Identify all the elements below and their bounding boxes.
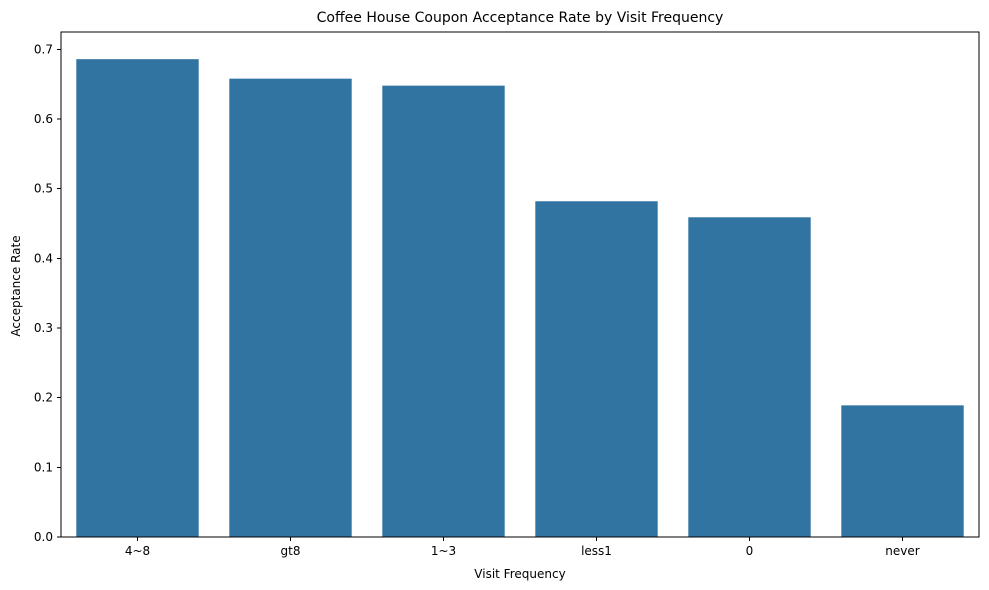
y-tick-label-1: 0.1 [34, 460, 53, 474]
x-tick-label-3: less1 [581, 544, 612, 558]
x-axis-label: Visit Frequency [474, 567, 565, 581]
bar-0 [76, 59, 199, 538]
axes-spines [60, 31, 980, 538]
bar-1 [229, 78, 352, 538]
y-tick-label-7: 0.7 [34, 42, 53, 56]
bar-3 [535, 201, 658, 537]
y-axis: 0.0 0.1 0.2 0.3 0.4 0.5 0.6 0.7 [34, 42, 61, 544]
bar-4 [688, 217, 811, 537]
x-tick-label-4: 0 [746, 544, 754, 558]
axes-frame [60, 31, 980, 538]
y-tick-label-3: 0.3 [34, 321, 53, 335]
chart-title: Coffee House Coupon Acceptance Rate by V… [317, 10, 724, 26]
bars-group [76, 59, 964, 538]
y-tick-label-2: 0.2 [34, 391, 53, 405]
bar-2 [382, 85, 505, 537]
x-axis: 4~8 gt8 1~3 less1 0 never [125, 537, 920, 558]
y-tick-label-5: 0.5 [34, 182, 53, 196]
y-tick-label-6: 0.6 [34, 112, 53, 126]
y-tick-label-0: 0.0 [34, 530, 53, 544]
x-tick-label-1: gt8 [281, 544, 301, 558]
x-tick-label-5: never [885, 544, 919, 558]
x-tick-label-2: 1~3 [431, 544, 456, 558]
bar-5 [841, 405, 964, 537]
plot-area: 0.0 0.1 0.2 0.3 0.4 0.5 0.6 0.7 4~8 gt8 1~3 less1 0… [34, 31, 980, 558]
y-axis-label: Acceptance Rate [9, 235, 23, 336]
y-tick-label-4: 0.4 [34, 251, 53, 265]
x-tick-label-0: 4~8 [125, 544, 150, 558]
